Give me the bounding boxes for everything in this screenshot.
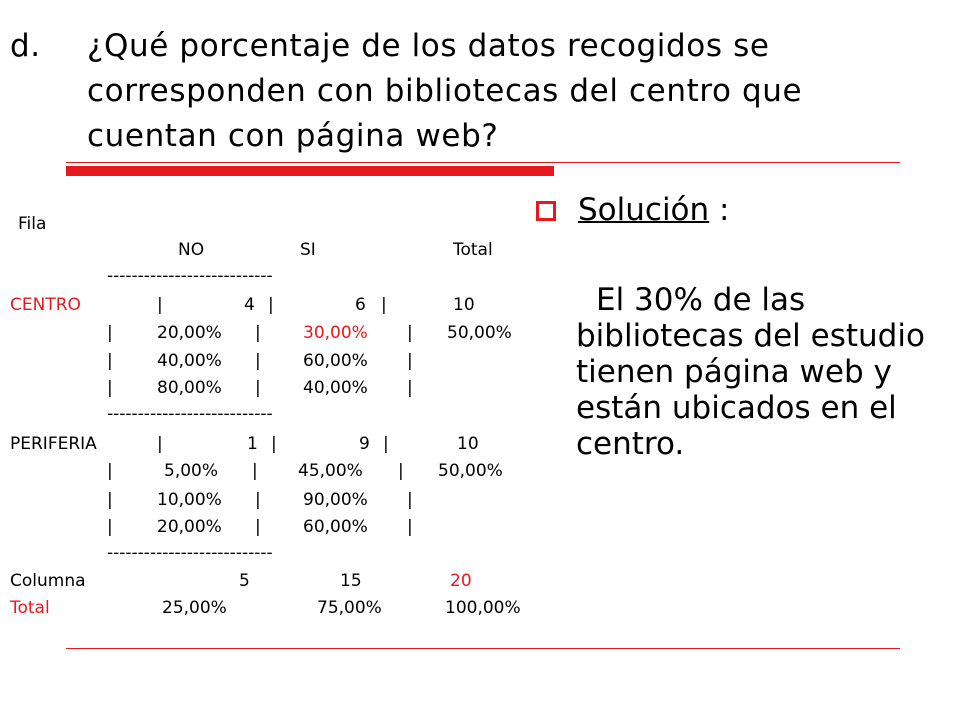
pipe: |: [252, 461, 258, 481]
solution-answer: El 30% de las bibliotecas del estudio ti…: [576, 282, 936, 462]
cell-periferia-si-total-pct: 45,00%: [298, 461, 363, 481]
pipe: |: [407, 517, 413, 537]
cell-column-total-pct: 100,00%: [445, 598, 521, 618]
cross-table: Fila NO SI Total -----------------------…: [10, 214, 521, 618]
cell-centro-si-total-pct: 30,00%: [303, 323, 368, 343]
cell-periferia-no-row-pct: 10,00%: [157, 490, 222, 510]
table-separator: ---------------------------: [107, 404, 273, 424]
pipe: |: [255, 490, 261, 510]
title-item-letter: d.: [10, 28, 41, 64]
pipe: |: [383, 434, 389, 454]
pipe: |: [407, 490, 413, 510]
pipe: |: [271, 434, 277, 454]
cell-centro-no-total-pct: 20,00%: [157, 323, 222, 343]
cell-centro-no-col-pct: 80,00%: [157, 378, 222, 398]
table-separator: ---------------------------: [107, 266, 273, 286]
cell-periferia-total-count: 10: [457, 434, 479, 454]
row-label-periferia: PERIFERIA: [10, 434, 97, 454]
pipe: |: [255, 323, 261, 343]
row-label-columna: Columna: [10, 571, 86, 591]
cell-periferia-no-total-pct: 5,00%: [164, 461, 219, 481]
pipe: |: [268, 295, 274, 315]
pipe: |: [255, 351, 261, 371]
cell-centro-si-col-pct: 40,00%: [303, 378, 368, 398]
cell-periferia-si-count: 9: [359, 434, 370, 454]
footer-divider: [66, 648, 900, 649]
bullet-square-icon: [536, 201, 556, 221]
cell-centro-si-count: 6: [355, 295, 366, 315]
cell-column-total-count: 20: [450, 571, 472, 591]
pipe: |: [107, 461, 113, 481]
table-fila-label: Fila: [18, 214, 47, 234]
pipe: |: [107, 323, 113, 343]
solution-answer-text: El 30% de las bibliotecas del estudio ti…: [576, 282, 925, 462]
pipe: |: [398, 461, 404, 481]
cell-column-no-pct: 25,00%: [162, 598, 227, 618]
cell-column-si-count: 15: [340, 571, 362, 591]
pipe: |: [381, 295, 387, 315]
solution-colon: :: [719, 192, 730, 228]
pipe: |: [157, 434, 163, 454]
cell-periferia-total-pct: 50,00%: [438, 461, 503, 481]
cell-column-no-count: 5: [239, 571, 250, 591]
cell-centro-no-count: 4: [244, 295, 255, 315]
cell-centro-no-row-pct: 40,00%: [157, 351, 222, 371]
cell-centro-si-row-pct: 60,00%: [303, 351, 368, 371]
title-divider-thin: [66, 162, 900, 163]
pipe: |: [157, 295, 163, 315]
pipe: |: [255, 517, 261, 537]
row-label-centro: CENTRO: [10, 295, 81, 315]
row-label-total: Total: [10, 598, 50, 618]
cell-periferia-no-count: 1: [247, 434, 258, 454]
pipe: |: [107, 378, 113, 398]
cell-column-si-pct: 75,00%: [317, 598, 382, 618]
header-no: NO: [178, 240, 205, 260]
cell-periferia-no-col-pct: 20,00%: [157, 517, 222, 537]
cell-centro-total-pct: 50,00%: [447, 323, 512, 343]
pipe: |: [107, 517, 113, 537]
table-separator: ---------------------------: [107, 543, 273, 563]
header-total: Total: [453, 240, 493, 260]
cell-periferia-si-col-pct: 60,00%: [303, 517, 368, 537]
pipe: |: [407, 351, 413, 371]
pipe: |: [255, 378, 261, 398]
pipe: |: [107, 490, 113, 510]
pipe: |: [407, 323, 413, 343]
solution-label: Solución: [578, 192, 710, 228]
header-si: SI: [300, 240, 316, 260]
pipe: |: [407, 378, 413, 398]
title-question: ¿Qué porcentaje de los datos recogidos s…: [87, 28, 803, 154]
cell-periferia-si-row-pct: 90,00%: [303, 490, 368, 510]
cell-centro-total-count: 10: [453, 295, 475, 315]
title-divider-thick: [66, 166, 554, 176]
pipe: |: [107, 351, 113, 371]
